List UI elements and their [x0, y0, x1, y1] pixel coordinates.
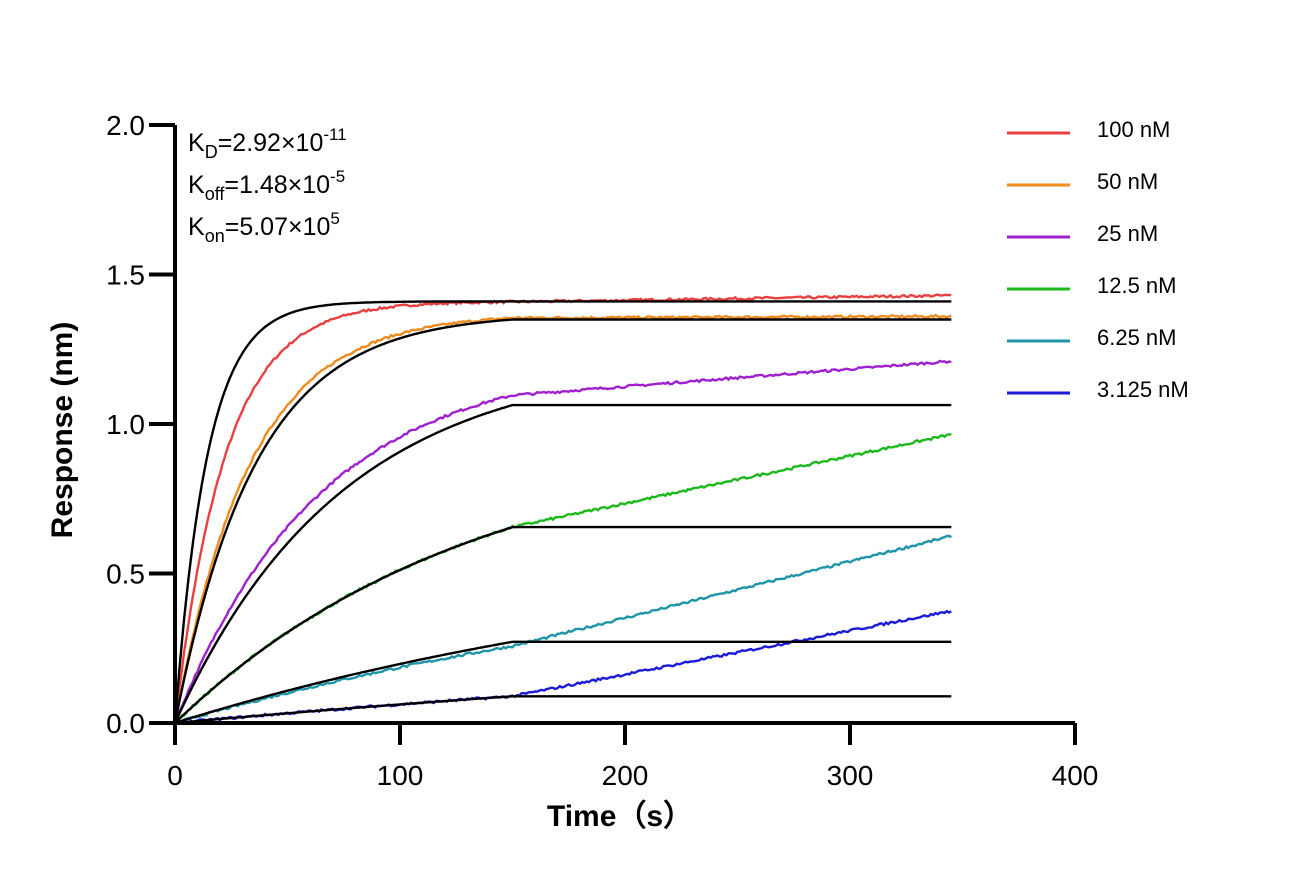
fit-line-100-nM	[173, 300, 952, 724]
x-tick-label: 200	[602, 760, 649, 791]
series-line-3_125-nM	[174, 609, 952, 725]
y-tick-label: 1.0	[106, 409, 145, 440]
y-tick-label: 0.0	[106, 708, 145, 739]
legend-label: 3.125 nM	[1097, 377, 1189, 402]
legend-label: 25 nM	[1097, 221, 1158, 246]
y-axis-title: Response (nm)	[46, 322, 79, 539]
fit-line-3_125-nM	[174, 695, 952, 725]
fit-line-12_5-nM	[174, 525, 952, 724]
kinetic-annotation: Kon=5.07×105	[188, 209, 340, 246]
fit-line-50-nM	[173, 318, 952, 724]
series-line-50-nM	[173, 313, 952, 724]
legend-label: 6.25 nM	[1097, 325, 1177, 350]
kinetic-annotation: Koff=1.48×10-5	[188, 167, 345, 204]
y-tick-label: 0.5	[106, 559, 145, 590]
series-line-100-nM	[173, 293, 952, 724]
series-line-6_25-nM	[174, 534, 952, 725]
y-tick-label: 2.0	[106, 110, 145, 141]
legend-label: 12.5 nM	[1097, 273, 1177, 298]
legend-label: 100 nM	[1097, 117, 1170, 142]
fit-line-6_25-nM	[174, 640, 952, 725]
series-line-25-nM	[173, 359, 952, 724]
x-axis-title: Time（s）	[547, 799, 693, 833]
axes: 0 100 200 300 400 0.0 0.5 1.0 1.5 2.0	[106, 110, 1098, 791]
x-tick-label: 0	[167, 760, 183, 791]
legend: 100 nM 50 nM 25 nM 12.5 nM 6.25 nM 3.125 nM	[1007, 117, 1189, 402]
kinetic-annotation: KD=2.92×10-11	[188, 125, 347, 162]
legend-label: 50 nM	[1097, 169, 1158, 194]
plot-lines	[173, 293, 952, 725]
series-line-12_5-nM	[174, 432, 952, 724]
x-tick-label: 400	[1052, 760, 1099, 791]
x-tick-label: 100	[377, 760, 424, 791]
kinetic-annotations: KD=2.92×10-11 Koff=1.48×10-5 Kon=5.07×105	[188, 125, 347, 246]
x-tick-label: 300	[827, 760, 874, 791]
y-tick-label: 1.5	[106, 260, 145, 291]
fit-line-25-nM	[173, 403, 952, 724]
